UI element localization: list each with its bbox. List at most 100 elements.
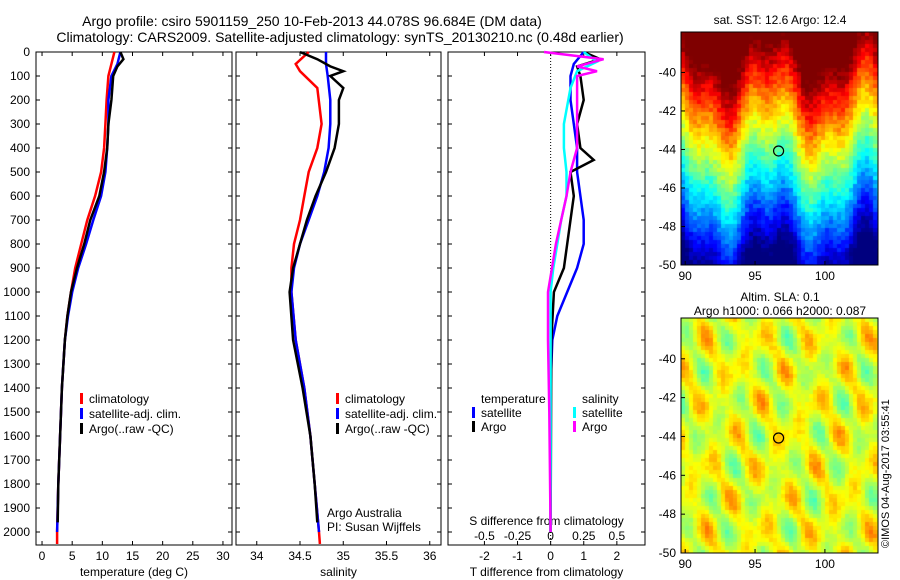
difference-x-tick-label: -2 <box>479 549 490 563</box>
salinity-x-tick-label: 34 <box>250 549 264 563</box>
temperature-line-climatology <box>55 51 116 544</box>
difference-line-t-satellite <box>549 51 585 532</box>
sla-map-title: Altim. SLA: 0.1 <box>740 290 820 304</box>
depth-tick-label: 1300 <box>3 357 30 371</box>
timestamp-stamp: ©IMOS 04-Aug-2017 03:55:41 <box>880 399 892 548</box>
depth-tick-label: 1700 <box>3 453 30 467</box>
sst-map-argo-position-marker <box>772 145 785 157</box>
difference-x-label: T difference from climatology <box>470 565 624 579</box>
sla-map-lon-label: 100 <box>815 557 835 571</box>
temperature-line-satellite-adj-clim- <box>55 51 122 533</box>
credit-text: Argo Australia <box>327 506 402 520</box>
salinity-x-tick-label: 34.5 <box>288 549 312 563</box>
legend-label: satellite-adj. clim. <box>89 407 181 421</box>
sst-map-lat-label: -50 <box>659 258 677 272</box>
temperature-x-tick-label: 30 <box>216 549 230 563</box>
title-line2: Climatology: CARS2009. Satellite-adjuste… <box>56 29 623 45</box>
sst-map-lat-label: -42 <box>659 104 677 118</box>
sla-map-lat-label: -48 <box>659 507 677 521</box>
sst-map-title: sat. SST: 12.6 Argo: 12.4 <box>714 13 847 27</box>
salinity-panel-frame <box>235 51 442 546</box>
sst-map-frame <box>680 31 879 266</box>
legend-label: Argo(..raw -QC) <box>345 422 430 436</box>
s-diff-tick-label: 0 <box>547 529 554 543</box>
sst-map-lon-label: 100 <box>815 269 835 283</box>
depth-tick-label: 1800 <box>3 477 30 491</box>
sst-map-lat-label: -44 <box>659 142 677 156</box>
depth-tick-label: 1000 <box>3 285 30 299</box>
difference-x-tick-label: 1 <box>580 549 587 563</box>
depth-tick-label: 1100 <box>4 309 30 323</box>
depth-tick-label: 300 <box>10 117 30 131</box>
salinity-x-label: salinity <box>320 565 357 579</box>
temperature-x-tick-label: 15 <box>126 549 140 563</box>
sst-map-heatmap <box>681 32 878 265</box>
salinity-x-tick-label: 35.5 <box>375 549 399 563</box>
sla-map-lat-label: -44 <box>659 429 677 443</box>
legend-swatch <box>80 393 83 404</box>
difference-line-s-argo <box>543 50 604 533</box>
depth-tick-label: 1200 <box>3 333 30 347</box>
temperature-x-tick-label: 20 <box>156 549 170 563</box>
temperature-panel-frame <box>35 51 233 546</box>
sst-map-lon-label: 95 <box>748 269 762 283</box>
temperature-x-label: temperature (deg C) <box>80 565 188 579</box>
legend-label: satellite-adj. clim. <box>345 407 437 421</box>
temperature-x-tick-label: 10 <box>96 549 110 563</box>
sla-map-heatmap <box>681 318 878 553</box>
legend-label: Argo <box>481 420 507 434</box>
sla-map-lat-label: -42 <box>659 391 677 405</box>
sla-map-lat-label: -50 <box>659 546 677 560</box>
difference-x-tick-label: 2 <box>614 549 621 563</box>
depth-tick-label: 100 <box>10 69 30 83</box>
legend-swatch <box>80 423 83 434</box>
temperature-x-tick-label: 25 <box>186 549 200 563</box>
depth-tick-label: 500 <box>10 165 30 179</box>
depth-tick-label: 1600 <box>3 429 30 443</box>
depth-tick-label: 1900 <box>3 501 30 515</box>
sla-map-lat-label: -40 <box>659 352 677 366</box>
salinity-line-argo-raw-qc- <box>288 50 347 523</box>
legend-swatch <box>573 407 576 418</box>
depth-tick-label: 0 <box>23 45 30 59</box>
sla-map-lat-label: -46 <box>659 468 677 482</box>
s-diff-tick-label: -0.25 <box>504 529 532 543</box>
difference-x-tick-label: -1 <box>512 549 523 563</box>
sla-map-argo-position-marker <box>772 432 785 444</box>
legend-swatch <box>472 407 475 418</box>
sst-map-lat-label: -46 <box>659 181 677 195</box>
s-diff-tick-label: 0.25 <box>572 529 596 543</box>
sla-map-subtitle: Argo h1000: 0.066 h2000: 0.087 <box>694 304 866 318</box>
legend-header: temperature <box>481 392 546 406</box>
legend-swatch <box>472 421 475 432</box>
legend-label: climatology <box>89 392 149 406</box>
pi-text: PI: Susan Wijffels <box>327 520 421 534</box>
legend-swatch <box>336 393 339 404</box>
depth-tick-label: 200 <box>10 93 30 107</box>
legend-swatch <box>336 408 339 419</box>
temperature-x-tick-label: 5 <box>69 549 76 563</box>
sst-map-lat-label: -40 <box>659 65 677 79</box>
title-line1: Argo profile: csiro 5901159_250 10-Feb-2… <box>82 13 542 29</box>
difference-x-tick-label: 0 <box>547 549 554 563</box>
depth-tick-label: 1400 <box>3 381 30 395</box>
depth-tick-label: 2000 <box>3 525 30 539</box>
salinity-x-tick-label: 35 <box>337 549 351 563</box>
legend-swatch <box>80 408 83 419</box>
legend-label: Argo(..raw -QC) <box>89 422 174 436</box>
s-diff-tick-label: -0.5 <box>474 529 495 543</box>
temperature-x-tick-label: 0 <box>39 549 46 563</box>
depth-tick-label: 700 <box>10 213 30 227</box>
sla-map-lon-label: 90 <box>679 557 693 571</box>
legend-header: salinity <box>582 392 619 406</box>
difference-panel-frame <box>447 51 646 546</box>
depth-tick-label: 900 <box>10 261 30 275</box>
legend-label: climatology <box>345 392 405 406</box>
legend-label: Argo <box>582 420 608 434</box>
legend-swatch <box>573 421 576 432</box>
depth-tick-label: 800 <box>10 237 30 251</box>
legend-swatch <box>336 423 339 434</box>
legend-label: satellite <box>582 406 623 420</box>
depth-tick-label: 600 <box>10 189 30 203</box>
